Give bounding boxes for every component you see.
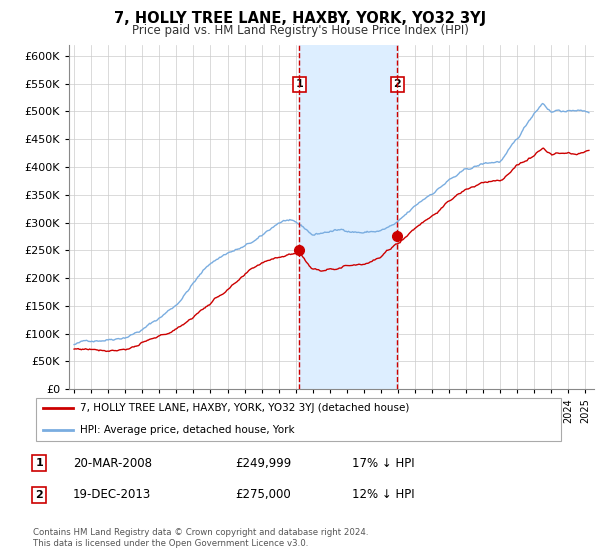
Text: 7, HOLLY TREE LANE, HAXBY, YORK, YO32 3YJ: 7, HOLLY TREE LANE, HAXBY, YORK, YO32 3Y… bbox=[114, 11, 486, 26]
Text: 19-DEC-2013: 19-DEC-2013 bbox=[73, 488, 151, 501]
Text: 17% ↓ HPI: 17% ↓ HPI bbox=[352, 456, 414, 470]
Text: Price paid vs. HM Land Registry's House Price Index (HPI): Price paid vs. HM Land Registry's House … bbox=[131, 24, 469, 36]
Text: 1: 1 bbox=[35, 458, 43, 468]
Text: 20-MAR-2008: 20-MAR-2008 bbox=[73, 456, 152, 470]
Bar bbox=[299, 45, 397, 389]
Text: 2: 2 bbox=[35, 490, 43, 500]
Text: 1: 1 bbox=[296, 80, 304, 90]
FancyBboxPatch shape bbox=[35, 398, 562, 441]
Text: £275,000: £275,000 bbox=[235, 488, 290, 501]
Text: 7, HOLLY TREE LANE, HAXBY, YORK, YO32 3YJ (detached house): 7, HOLLY TREE LANE, HAXBY, YORK, YO32 3Y… bbox=[80, 403, 409, 413]
Text: 2: 2 bbox=[394, 80, 401, 90]
Text: This data is licensed under the Open Government Licence v3.0.: This data is licensed under the Open Gov… bbox=[33, 539, 308, 548]
Text: HPI: Average price, detached house, York: HPI: Average price, detached house, York bbox=[80, 425, 295, 435]
Text: £249,999: £249,999 bbox=[235, 456, 291, 470]
Text: 12% ↓ HPI: 12% ↓ HPI bbox=[352, 488, 414, 501]
Text: Contains HM Land Registry data © Crown copyright and database right 2024.: Contains HM Land Registry data © Crown c… bbox=[33, 528, 368, 536]
